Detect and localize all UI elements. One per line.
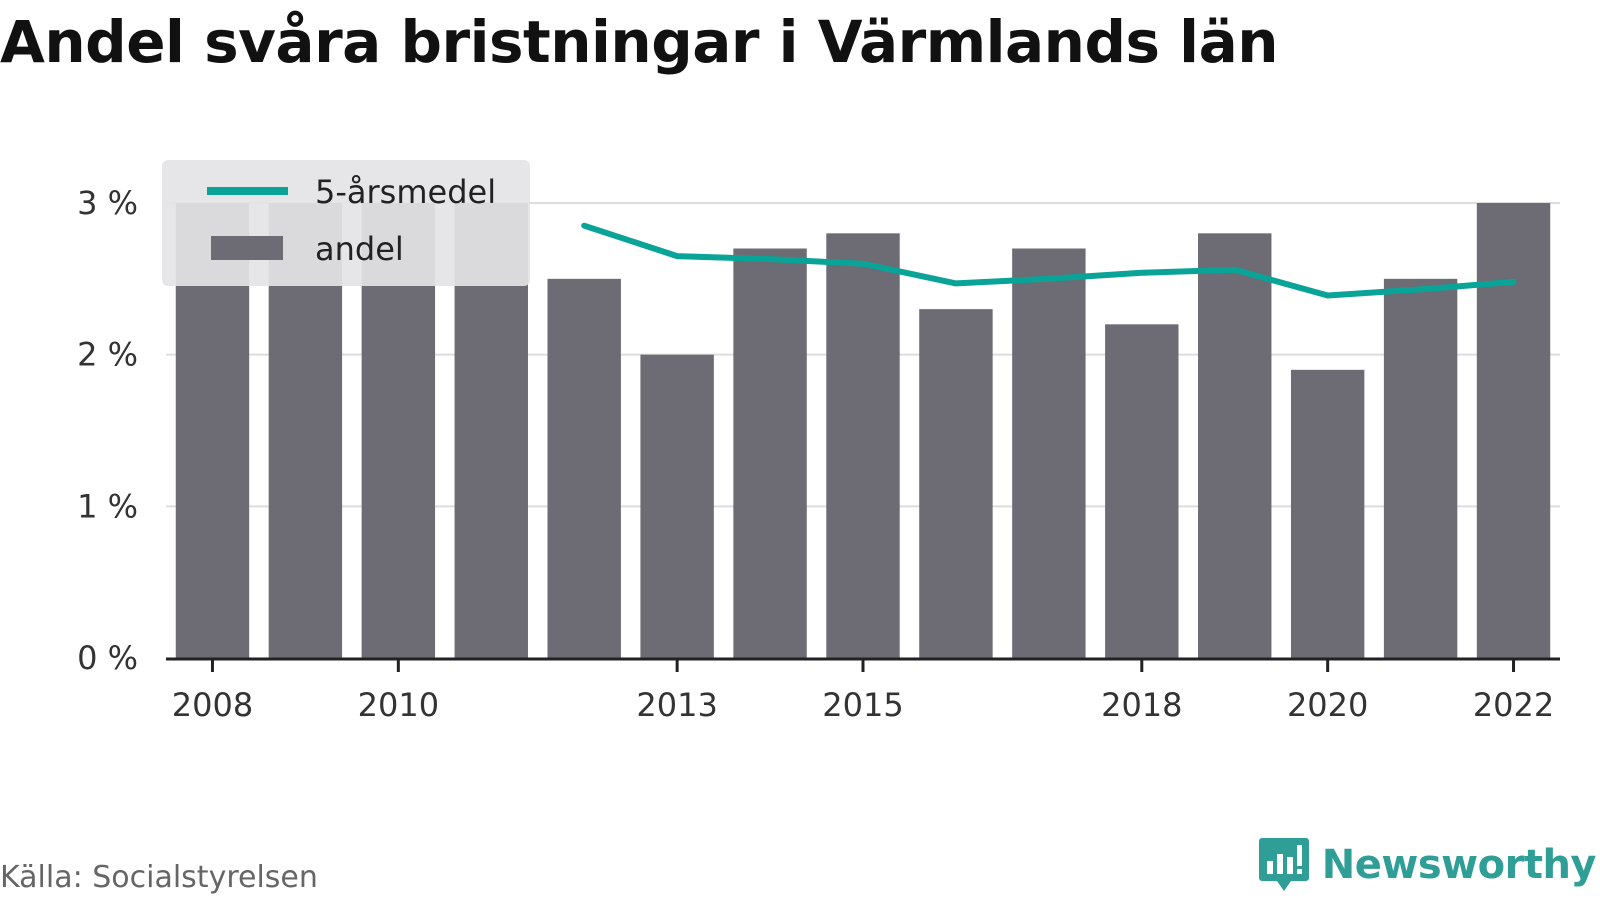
bar-2018 bbox=[1105, 324, 1179, 658]
bar-2020 bbox=[1290, 369, 1365, 658]
x-tick-label: 2020 bbox=[1287, 686, 1368, 724]
bar-2015 bbox=[826, 233, 900, 659]
legend-label-andel: andel bbox=[315, 230, 404, 268]
legend-bar-swatch bbox=[211, 236, 283, 260]
bar-2012 bbox=[547, 278, 621, 658]
bar-2014 bbox=[733, 248, 807, 658]
y-tick-label: 1 % bbox=[77, 487, 138, 525]
line-5arsmedel bbox=[581, 222, 1517, 299]
bar-2019 bbox=[1198, 233, 1272, 659]
x-tick-label: 2015 bbox=[822, 686, 903, 724]
x-tick-label: 2013 bbox=[636, 686, 717, 724]
x-tick-label: 2010 bbox=[358, 686, 439, 724]
legend-label-5arsmedel: 5-årsmedel bbox=[315, 173, 496, 211]
chart-svg: 0 % 1 % 2 % 3 % 2008 2010 2013 2015 2018 2020 2022… bbox=[77, 160, 1560, 724]
bar-2017 bbox=[1012, 248, 1086, 658]
x-tick-label: 2022 bbox=[1473, 686, 1554, 724]
bar-2022 bbox=[1476, 203, 1551, 658]
y-tick-label: 0 % bbox=[77, 639, 138, 677]
newsworthy-logo-icon bbox=[1258, 838, 1309, 891]
y-tick-label: 3 % bbox=[77, 184, 138, 222]
bar-2013 bbox=[640, 354, 714, 658]
y-tick-label: 2 % bbox=[77, 336, 138, 374]
chart-title: Andel svåra bristningar i Värmlands län bbox=[0, 8, 1279, 76]
source-note: Källa: Socialstyrelsen bbox=[0, 860, 318, 895]
brand-logo: Newsworthy bbox=[1258, 836, 1597, 894]
bar-2021 bbox=[1383, 278, 1458, 658]
brand-name: Newsworthy bbox=[1321, 842, 1597, 888]
x-tick-label: 2018 bbox=[1101, 686, 1182, 724]
x-tick-label: 2008 bbox=[172, 686, 253, 724]
bar-2016 bbox=[919, 309, 993, 658]
